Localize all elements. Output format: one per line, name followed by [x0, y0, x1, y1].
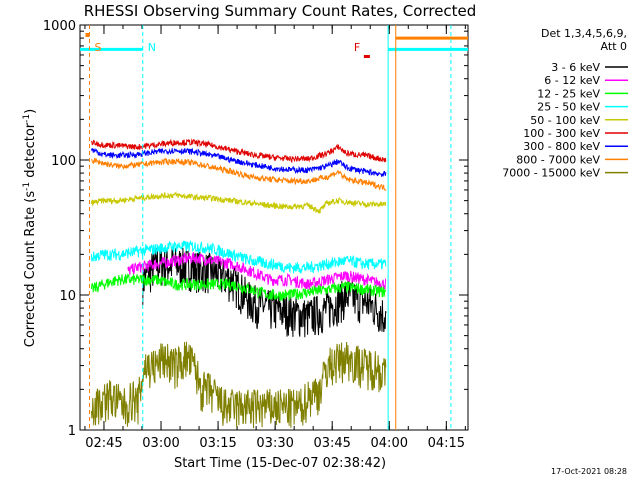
series-line-25-50-kev	[90, 240, 387, 275]
x-axis-ticks: 02:45 03:00 03:15 03:30 03:45 04:00 04:15	[84, 25, 466, 451]
series-layer	[80, 25, 468, 430]
y-label-sup-2: -1	[22, 114, 32, 123]
series-line-6-12-kev	[127, 251, 387, 291]
x-tick-label: 04:00	[371, 436, 408, 451]
legend-header-2: Att 0	[601, 40, 627, 53]
x-tick-label: 03:30	[256, 436, 293, 451]
x-tick-label: 04:15	[428, 436, 465, 451]
flag-f-marker	[363, 55, 370, 58]
legend-label: 800 - 7000 keV	[516, 153, 600, 166]
y-label-part-2: detector	[23, 122, 38, 182]
flag-s-marker	[85, 33, 90, 37]
legend-label: 25 - 50 keV	[537, 101, 600, 114]
series-line-300-800-kev	[90, 147, 387, 178]
series-line-50-100-kev	[90, 190, 387, 214]
y-axis-label: Corrected Count Rate (s-1 detector-1)	[22, 109, 38, 347]
legend-label: 7000 - 15000 keV	[502, 167, 600, 180]
y-tick-label: 100	[51, 154, 76, 169]
legend-header-1: Det 1,3,4,5,6,9,	[541, 27, 627, 40]
y-label-part-1: Corrected Count Rate (s	[23, 191, 38, 348]
legend-label: 100 - 300 keV	[523, 127, 600, 140]
x-tick-label: 03:00	[142, 436, 179, 451]
series-line-100-300-kev	[90, 138, 387, 164]
x-tick-label: 03:15	[199, 436, 236, 451]
series-line-7000-15000-kev	[90, 341, 387, 429]
legend-label: 6 - 12 keV	[544, 74, 600, 87]
y-label-sup-1: -1	[22, 182, 32, 191]
plot-frame	[79, 24, 469, 431]
x-axis-label: Start Time (15-Dec-07 02:38:42)	[174, 456, 386, 471]
legend-label: 12 - 25 keV	[537, 87, 600, 100]
flag-s: S	[95, 41, 102, 54]
flag-n: N	[148, 41, 156, 54]
y-tick-label: 10	[59, 289, 76, 304]
x-tick-label: 03:45	[313, 436, 350, 451]
legend-label: 3 - 6 keV	[551, 61, 600, 74]
timestamp: 17-Oct-2021 08:28	[551, 467, 627, 476]
legend-label: 50 - 100 keV	[530, 114, 600, 127]
plot-border	[79, 24, 469, 431]
x-tick-label: 02:45	[85, 436, 122, 451]
series-line-800-7000-kev	[91, 157, 387, 191]
legend-label: 300 - 800 keV	[523, 140, 600, 153]
y-tick-label: 1000	[43, 19, 76, 34]
chart-title: RHESSI Observing Summary Count Rates, Co…	[84, 2, 477, 20]
series-line-3-6-kev	[142, 247, 387, 338]
y-tick-label: 1	[68, 424, 76, 439]
flag-f: F	[354, 41, 360, 54]
series-line-12-25-kev	[90, 272, 387, 302]
y-label-part-3: )	[23, 109, 38, 114]
y-axis-ticks: 1 10 100 1000	[43, 19, 468, 439]
